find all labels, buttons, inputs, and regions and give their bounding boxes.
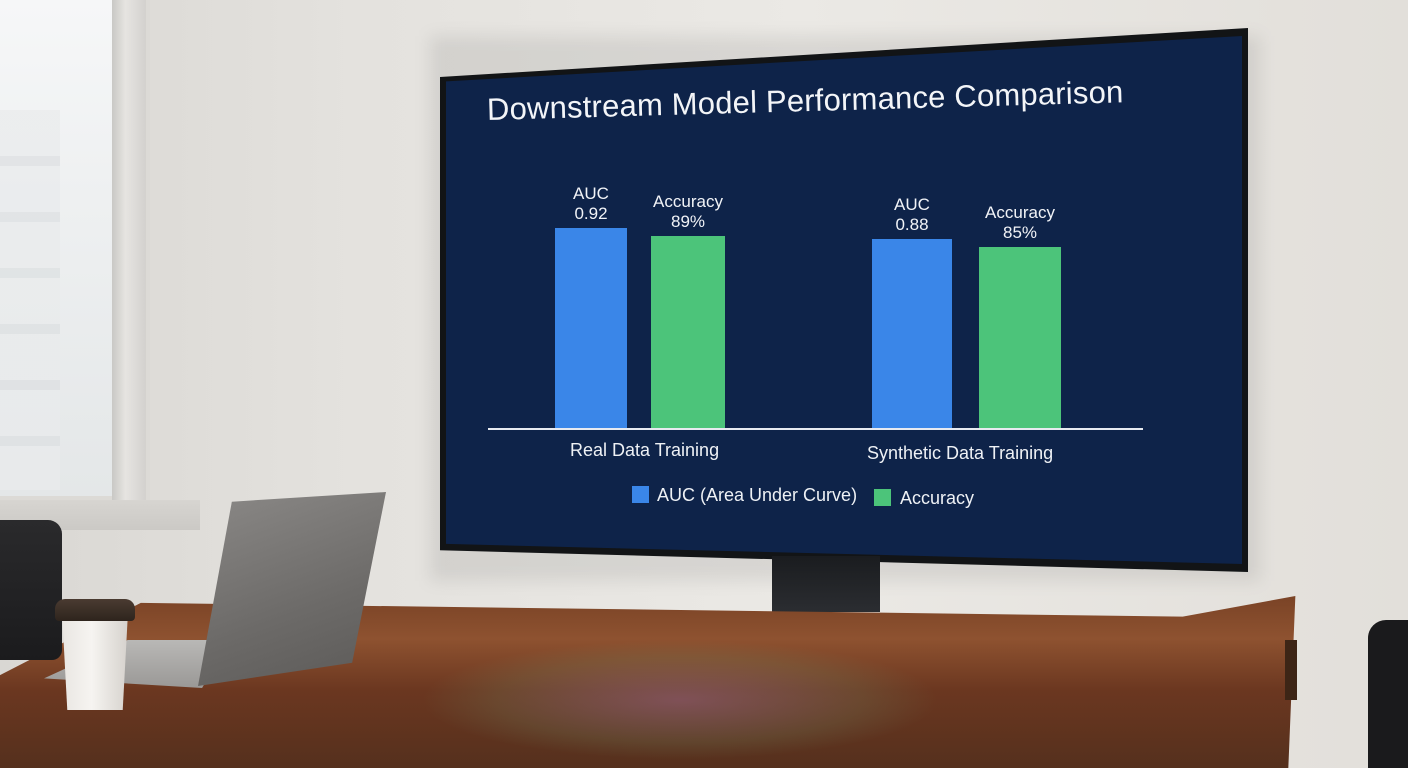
monitor-stand: [772, 556, 880, 612]
window-mullion: [112, 0, 146, 508]
chart-title: Downstream Model Performance Comparison: [486, 74, 1124, 127]
chair-left: [0, 520, 62, 660]
coffee-cup-lid: [55, 599, 135, 621]
category-label-synthetic: Synthetic Data Training: [867, 443, 1054, 463]
legend-swatch-accuracy: [874, 489, 891, 506]
data-label-line: AUC: [573, 184, 609, 203]
bar-auc-synthetic: [872, 238, 952, 430]
data-label-accuracy-real: Accuracy 89%: [641, 192, 735, 232]
data-label-auc-synthetic: AUC 0.88: [862, 195, 962, 235]
bar-accuracy-real: [651, 236, 725, 428]
data-label-line: 89%: [670, 212, 706, 231]
legend-label-auc: AUC (Area Under Curve): [657, 485, 858, 505]
window-building: [0, 110, 60, 490]
data-label-line: Accuracy: [653, 192, 723, 211]
data-label-line: Accuracy: [985, 202, 1055, 222]
coffee-cup: [62, 612, 128, 710]
category-label-real: Real Data Training: [570, 440, 720, 460]
data-label-line: AUC: [894, 194, 930, 214]
legend-swatch-auc: [632, 486, 649, 503]
bar-auc-real: [555, 228, 627, 428]
x-axis-line: [488, 428, 1143, 430]
chair-right: [1368, 620, 1408, 768]
data-label-line: 85%: [1002, 222, 1038, 242]
bar-accuracy-synthetic: [979, 246, 1061, 430]
table-reflection: [420, 640, 940, 760]
data-label-auc-real: AUC 0.92: [545, 184, 637, 224]
data-label-accuracy-synthetic: Accuracy 85%: [969, 203, 1071, 243]
table-edge: [1285, 640, 1297, 700]
legend-label-accuracy: Accuracy: [900, 488, 975, 508]
window: [0, 0, 150, 520]
data-label-line: 0.88: [895, 214, 929, 234]
data-label-line: 0.92: [574, 204, 608, 223]
